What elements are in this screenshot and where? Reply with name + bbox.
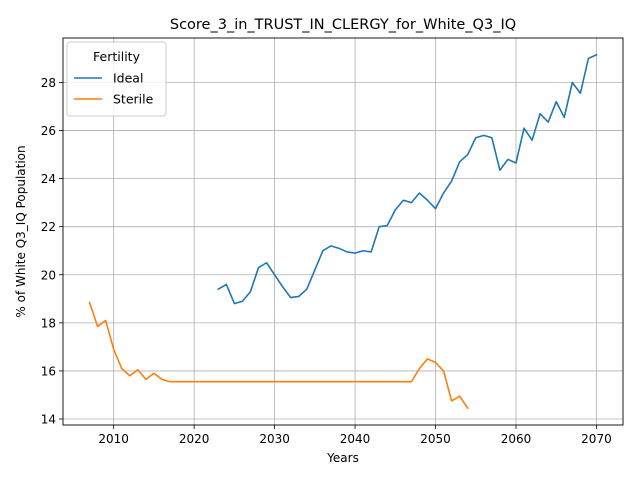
x-tick-label: 2060 (501, 432, 532, 446)
series-line-ideal (217, 53, 598, 305)
y-tick-label: 24 (41, 172, 56, 186)
legend-label-sterile: Sterile (113, 92, 154, 107)
x-tick-label: 2040 (340, 432, 371, 446)
y-tick-label: 20 (41, 268, 56, 282)
series-line-sterile (88, 301, 469, 410)
legend-title: Fertility (93, 49, 141, 64)
y-tick-label: 26 (41, 124, 56, 138)
y-tick-label: 18 (41, 316, 56, 330)
y-tick-label: 28 (41, 76, 56, 90)
y-tick-label: 14 (41, 412, 56, 426)
ticks: 2010 2020 2030 2040 2050 2060 2070 14 16 18 20 22 24… (41, 76, 612, 446)
y-tick-label: 22 (41, 220, 56, 234)
y-axis-label: % of White Q3_IQ Population (14, 145, 28, 317)
legend: Fertility Ideal Sterile (66, 41, 167, 117)
legend-box (66, 41, 167, 117)
x-tick-label: 2030 (259, 432, 290, 446)
grid (63, 38, 623, 425)
x-tick-label: 2070 (581, 432, 612, 446)
legend-label-ideal: Ideal (113, 71, 143, 86)
y-tick-label: 16 (41, 364, 56, 378)
x-axis-label: Years (326, 451, 359, 465)
x-tick-label: 2020 (179, 432, 210, 446)
x-tick-label: 2010 (98, 432, 129, 446)
chart-title: Score_3_in_TRUST_IN_CLERGY_for_White_Q3_… (170, 17, 516, 33)
x-tick-label: 2050 (420, 432, 451, 446)
series-layer (88, 53, 598, 410)
plot-frame (62, 37, 624, 426)
